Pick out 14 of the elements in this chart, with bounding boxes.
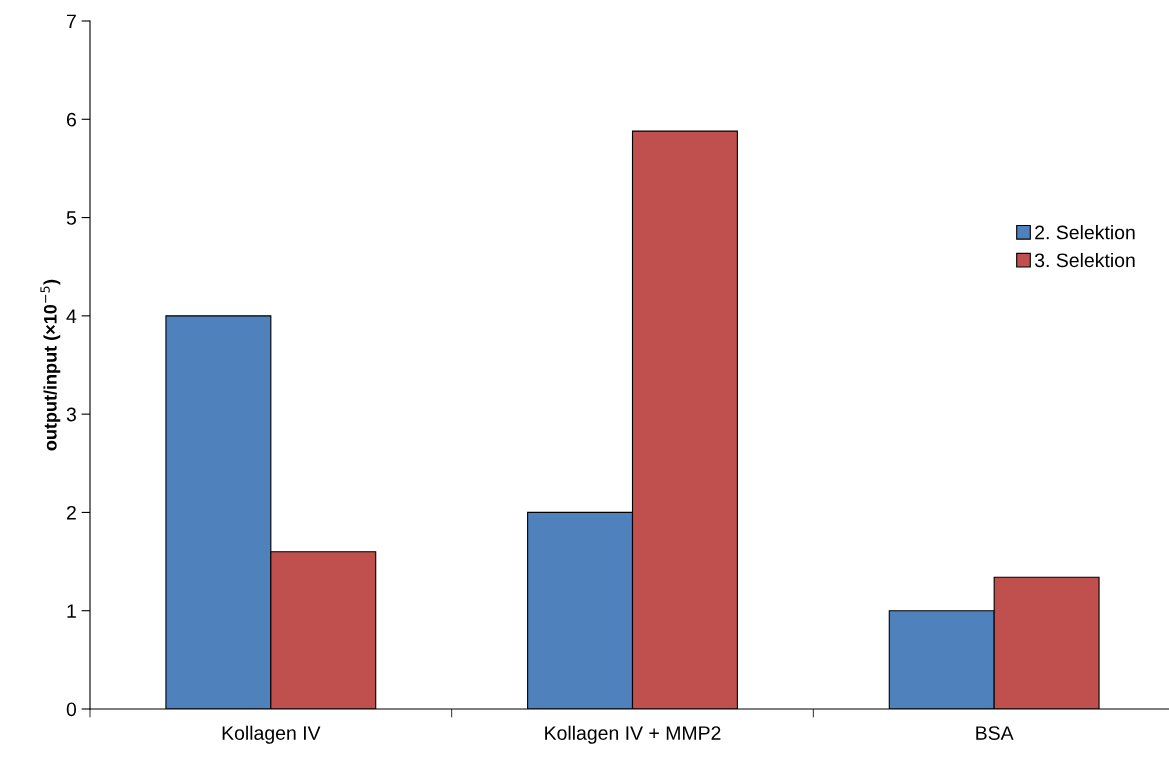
y-tick-label: 1 [67,604,76,618]
legend-label: 2. Selektion [1035,225,1135,240]
y-tick-label: 6 [66,112,76,127]
x-tick-label: Kollagen IV + MMP2 [545,725,721,744]
y-tick-label: 4 [66,309,77,323]
y-tick-label: 3 [66,407,76,422]
y-tick-label: 7 [66,14,76,29]
x-tick-label: Kollagen IV [222,725,321,744]
x-tick-label: BSA [976,726,1014,740]
legend-label: 3. Selektion [1034,252,1135,268]
y-axis-title: output/input (×10$^{−5}$) [40,279,61,451]
y-tick-label: 0 [66,702,77,717]
y-tick-label: 2 [66,505,76,520]
y-tick-label: 5 [66,211,76,225]
